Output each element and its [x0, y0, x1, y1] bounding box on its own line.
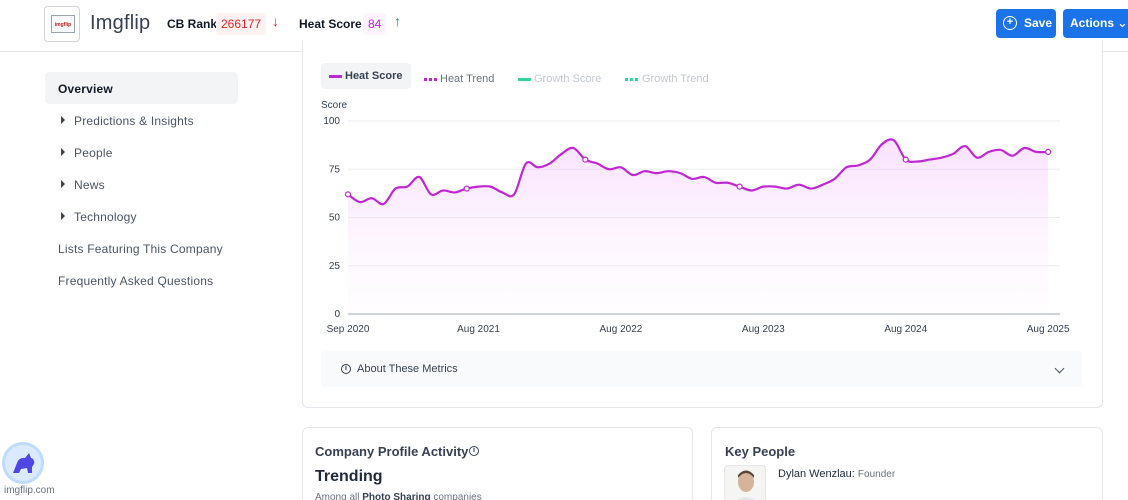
company-name: Imgflip — [90, 12, 151, 34]
sidebar-item-lists[interactable]: Lists Featuring This Company — [58, 242, 223, 256]
legend-growth-trend[interactable]: Growth Trend — [617, 70, 717, 88]
logo-icon: imgflip — [51, 15, 75, 33]
data-point-marker[interactable] — [582, 156, 589, 163]
about-metrics-label[interactable]: About These Metrics — [357, 363, 458, 375]
sidebar-item-people[interactable]: People — [74, 146, 113, 160]
data-point-marker[interactable] — [736, 183, 743, 190]
y-tick-label: 100 — [323, 116, 340, 127]
data-point-marker[interactable] — [344, 191, 352, 198]
legend-label: Heat Trend — [440, 73, 495, 85]
save-button[interactable]: + Save — [996, 9, 1056, 38]
legend-heat-score[interactable]: Heat Score — [321, 63, 411, 89]
y-tick-label: 0 — [334, 309, 340, 320]
key-people-card — [711, 427, 1103, 500]
legend-swatch-solid — [518, 78, 531, 81]
info-icon[interactable]: i — [469, 446, 479, 456]
sidebar-item-technology[interactable]: Technology — [74, 210, 137, 224]
legend-swatch-dashed — [424, 78, 437, 81]
legend-swatch-dashed — [625, 78, 638, 81]
sidebar-item-faq[interactable]: Frequently Asked Questions — [58, 274, 214, 288]
save-label: Save — [1024, 16, 1053, 30]
legend-label: Heat Score — [345, 70, 403, 82]
x-tick-label: Aug 2024 — [884, 324, 927, 335]
profile-activity-title: Company Profile Activity — [315, 444, 469, 459]
among-category[interactable]: Photo Sharing — [362, 492, 431, 500]
heat-score-label: Heat Score — [299, 17, 362, 31]
person-role: Founder — [857, 469, 896, 480]
legend-growth-score[interactable]: Growth Score — [510, 70, 610, 88]
person-entry[interactable]: Dylan Wenzlau: Founder — [778, 468, 895, 480]
y-tick-label: 50 — [329, 213, 341, 224]
x-tick-label: Sep 2020 — [327, 324, 370, 335]
data-point-marker[interactable] — [1045, 148, 1052, 155]
company-logo[interactable]: imgflip — [44, 6, 80, 42]
trending-status: Trending — [315, 468, 383, 485]
cb-rank-label: CB Rank — [167, 17, 218, 31]
legend-label: Growth Trend — [642, 73, 709, 85]
add-circle-icon: + — [1003, 16, 1017, 30]
data-point-marker[interactable] — [902, 156, 909, 163]
x-tick-label: Aug 2021 — [457, 324, 500, 335]
cb-rank-value: 266177 — [216, 13, 267, 35]
sidebar-active-highlight — [45, 72, 238, 104]
legend-label: Growth Score — [534, 73, 602, 85]
sidebar-item-overview[interactable]: Overview — [58, 82, 113, 96]
about-metrics-accordion[interactable] — [321, 351, 1082, 387]
person-name: Dylan Wenzlau: — [778, 468, 855, 480]
among-suffix: companies — [430, 492, 482, 500]
info-icon: i — [341, 364, 351, 374]
x-tick-label: Aug 2022 — [600, 324, 643, 335]
arrow-up-icon: ↑ — [394, 13, 401, 29]
heat-score-chart: 0 25 50 75 100 Sep 2020 Aug 2021 Aug 2022 Aug 20… — [321, 100, 1070, 335]
company-profile-activity-card — [302, 427, 693, 500]
y-axis-label: Score — [321, 100, 348, 111]
x-tick-label: Aug 2025 — [1027, 324, 1070, 335]
y-tick-label: 75 — [329, 164, 341, 175]
sidebar-item-news[interactable]: News — [74, 178, 105, 192]
legend-heat-trend[interactable]: Heat Trend — [416, 70, 506, 88]
sidebar-item-predictions[interactable]: Predictions & Insights — [74, 114, 194, 128]
among-prefix: Among all — [315, 492, 363, 500]
caret-right-icon[interactable] — [61, 148, 65, 156]
heat-score-value: 84 — [363, 13, 387, 35]
caret-right-icon[interactable] — [61, 180, 65, 188]
data-point-marker[interactable] — [463, 185, 470, 192]
caret-right-icon[interactable] — [61, 116, 65, 124]
heat-score-area — [348, 139, 1049, 314]
person-avatar[interactable] — [724, 465, 766, 500]
y-tick-label: 25 — [329, 261, 341, 272]
actions-button[interactable]: Actions ⌄ — [1063, 9, 1128, 38]
watermark-text: imgflip.com — [4, 485, 55, 496]
arrow-down-icon: ↓ — [272, 13, 279, 29]
key-people-title: Key People — [725, 444, 796, 459]
x-tick-label: Aug 2023 — [742, 324, 785, 335]
actions-label: Actions ⌄ — [1070, 16, 1128, 30]
among-category-text: Among all Photo Sharing companies — [315, 492, 482, 500]
legend-swatch-solid — [329, 75, 342, 78]
imgflip-watermark-logo — [2, 442, 44, 484]
caret-right-icon[interactable] — [61, 212, 65, 220]
